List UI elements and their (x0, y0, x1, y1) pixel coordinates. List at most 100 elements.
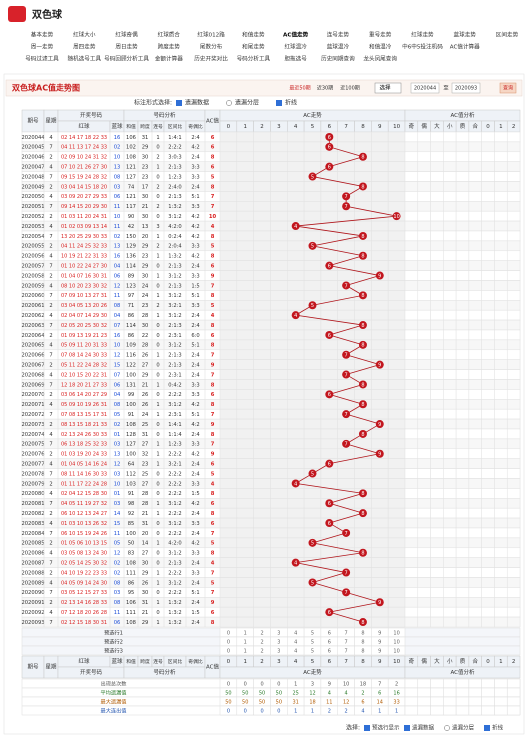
footer-option[interactable]: 折线 (492, 724, 504, 732)
trend-cell (320, 448, 338, 459)
nav-link[interactable]: 蓝球温冷 (327, 43, 350, 51)
preselect-number[interactable]: 0 (227, 639, 230, 645)
query-button[interactable] (499, 82, 517, 94)
preselect-number[interactable]: 0 (227, 630, 230, 636)
nav-link[interactable]: 红球走势 (411, 31, 434, 39)
nav-link[interactable]: AC值走势 (283, 31, 309, 39)
nav-link[interactable]: 号码过滤工具 (25, 55, 59, 63)
nav-link[interactable]: 龙头凤尾查询 (363, 55, 397, 63)
analysis-cell (443, 567, 457, 578)
option-label[interactable]: 遗漏分层 (235, 99, 259, 107)
footer-option[interactable]: 遗漏分层 (452, 724, 475, 732)
nav-link[interactable]: 周四走势 (73, 43, 96, 51)
nav-link[interactable]: 号码分析工具 (237, 55, 271, 63)
preselect-number[interactable]: 10 (393, 639, 399, 645)
preselect-number[interactable]: 8 (361, 639, 364, 645)
preselect-number[interactable]: 7 (345, 639, 348, 645)
cell: 128 (126, 432, 136, 438)
preselect-number[interactable]: 6 (328, 648, 331, 654)
nav-link[interactable]: 和值温冷 (369, 43, 392, 51)
nav-link[interactable]: 连号走势 (327, 31, 350, 39)
option-label[interactable]: 折线 (285, 99, 297, 107)
cell: 28 (142, 343, 149, 349)
preselect-number[interactable]: 3 (277, 639, 280, 645)
analysis-cell (404, 488, 419, 499)
preselect-number[interactable]: 1 (244, 639, 247, 645)
checkbox[interactable] (176, 100, 182, 106)
nav-link[interactable]: 中6中5投注机码 (402, 43, 443, 51)
preselect-number[interactable]: 8 (361, 630, 364, 636)
to-value[interactable]: 2020093 (455, 86, 477, 92)
nav-link[interactable]: 金额计算器 (155, 55, 183, 63)
range-link[interactable]: 近30期 (317, 85, 333, 92)
preselect-number[interactable]: 2 (260, 648, 263, 654)
analysis-cell (443, 678, 457, 689)
checkbox[interactable] (404, 725, 410, 731)
nav-link[interactable]: 尾数分布 (200, 43, 223, 51)
nav-link[interactable]: 周日走势 (115, 43, 138, 51)
nav-link[interactable]: 红球温冷 (284, 43, 307, 51)
preselect-number[interactable]: 1 (244, 630, 247, 636)
nav-link[interactable]: 和值走势 (242, 31, 265, 39)
nav-link[interactable]: 和尾走势 (242, 43, 265, 51)
preselect-number[interactable]: 2 (260, 630, 263, 636)
preselect-number[interactable]: 3 (277, 630, 280, 636)
radio[interactable] (444, 725, 450, 731)
preselect-number[interactable]: 9 (378, 630, 381, 636)
nav-link[interactable]: AC值计算器 (450, 43, 480, 51)
checkbox[interactable] (484, 725, 490, 731)
nav-link[interactable]: 蓝球走势 (454, 31, 477, 39)
preselect-number[interactable]: 7 (345, 630, 348, 636)
trend-cell (387, 309, 406, 321)
nav-link[interactable]: 红球012路 (197, 31, 225, 39)
preselect-number[interactable]: 4 (294, 630, 297, 636)
cell: 8 (211, 323, 215, 329)
checkbox[interactable] (276, 100, 282, 106)
preselect-number[interactable]: 7 (345, 648, 348, 654)
radio[interactable] (226, 100, 232, 106)
preselect-number[interactable]: 9 (378, 639, 381, 645)
nav-link[interactable]: 号码回顾分析工具 (104, 55, 149, 63)
nav-link[interactable]: 重号走势 (369, 31, 392, 39)
preselect-number[interactable]: 6 (328, 639, 331, 645)
checkbox[interactable] (364, 725, 370, 731)
preselect-number[interactable]: 4 (294, 648, 297, 654)
preselect-number[interactable]: 3 (277, 648, 280, 654)
nav-link[interactable]: 红球大小 (73, 31, 96, 39)
trend-cell (253, 369, 271, 380)
preselect-number[interactable]: 5 (311, 648, 314, 654)
cell: 1 (156, 273, 159, 279)
footer-option[interactable]: 遗漏数据 (412, 724, 435, 732)
preselect-number[interactable]: 10 (393, 648, 399, 654)
range-link[interactable]: 最近50期 (289, 85, 310, 92)
preselect-number[interactable]: 5 (311, 639, 314, 645)
nav-link[interactable]: 历史开奖对比 (194, 55, 228, 63)
preselect-number[interactable]: 5 (311, 630, 314, 636)
nav-link[interactable]: 跨度走势 (158, 43, 181, 51)
nav-link[interactable]: 胆拖选号 (284, 55, 307, 63)
nav-link[interactable]: 随机选号工具 (67, 55, 101, 63)
preselect-number[interactable]: 6 (328, 630, 331, 636)
nav-link[interactable]: 周一走势 (31, 43, 54, 51)
range-link[interactable]: 近100期 (340, 85, 360, 92)
preselect-number[interactable]: 9 (378, 648, 381, 654)
nav-link[interactable]: 历史同期查询 (321, 55, 355, 63)
query-label[interactable]: 查询 (503, 85, 513, 92)
preselect-number[interactable]: 1 (244, 648, 247, 654)
nav-link[interactable]: 红球质合 (158, 31, 181, 39)
preselect-number[interactable]: 4 (294, 639, 297, 645)
preselect-number[interactable]: 10 (393, 630, 399, 636)
option-label[interactable]: 遗漏数据 (185, 99, 209, 107)
nav-link[interactable]: 基本走势 (31, 31, 54, 39)
preselect-number[interactable]: 2 (260, 639, 263, 645)
trend-cell (219, 537, 238, 549)
cell: 2020060 (21, 293, 44, 299)
range-select[interactable]: 选择 (379, 84, 391, 92)
nav-link[interactable]: 红球奇偶 (115, 31, 138, 39)
nav-link[interactable]: 区间走势 (496, 31, 519, 39)
footer-option[interactable]: 预选行显示 (372, 724, 400, 732)
preselect-number[interactable]: 0 (227, 648, 230, 654)
from-value[interactable]: 2020044 (414, 86, 436, 92)
cell: 123 (126, 283, 136, 289)
preselect-number[interactable]: 8 (361, 648, 364, 654)
